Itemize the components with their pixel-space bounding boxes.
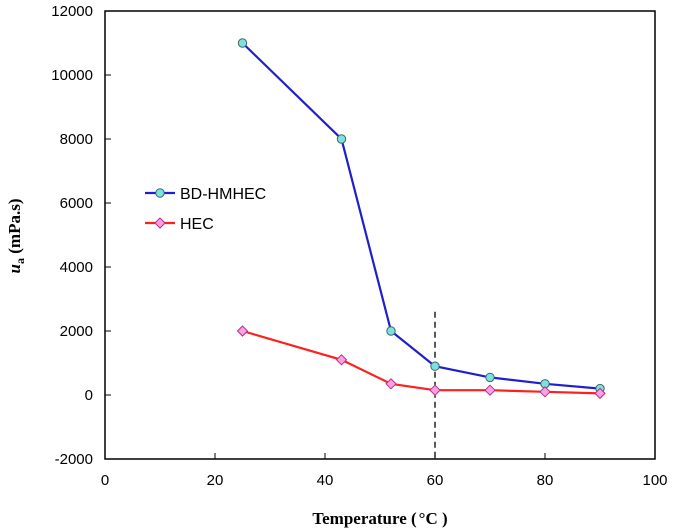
series-hec <box>236 325 606 400</box>
y-tick-label: 4000 <box>60 259 93 276</box>
legend-item: BD-HMHEC <box>145 186 266 203</box>
data-point <box>429 384 441 396</box>
y-tick-label: -2000 <box>55 451 93 468</box>
x-axis-title: Temperature (°C ) <box>312 509 447 528</box>
legend-marker <box>155 188 165 198</box>
x-tick-label: 0 <box>101 472 109 489</box>
y-tick-label: 0 <box>85 387 93 404</box>
data-point <box>539 386 551 398</box>
data-point <box>430 361 440 371</box>
legend-item: HEC <box>145 216 214 233</box>
y-tick-label: 12000 <box>51 3 93 20</box>
x-tick-label: 40 <box>317 472 334 489</box>
x-axis-unit: °C ) <box>419 509 448 528</box>
x-tick-label: 80 <box>537 472 554 489</box>
legend-label: BD-HMHEC <box>180 186 266 203</box>
data-point <box>336 134 347 144</box>
data-point <box>335 354 348 366</box>
legend-label: HEC <box>180 216 214 233</box>
data-point <box>385 378 397 390</box>
data-point <box>236 325 249 337</box>
series-bd-hmhec <box>237 38 605 394</box>
x-tick-label: 20 <box>207 472 224 489</box>
x-tick-label: 100 <box>642 472 667 489</box>
y-axis-subscript: a <box>13 258 27 264</box>
data-point <box>485 372 495 383</box>
data-point <box>237 38 248 48</box>
y-axis-unit: (mPa.s) <box>5 199 24 258</box>
y-tick-label: 2000 <box>60 323 93 340</box>
data-point <box>484 384 496 396</box>
y-tick-label: 10000 <box>51 67 93 84</box>
y-tick-label: 8000 <box>60 131 93 148</box>
legend-marker <box>154 217 166 229</box>
y-tick-label: 6000 <box>60 195 93 212</box>
data-point <box>594 387 606 400</box>
y-axis-title: ua (mPa.s) <box>5 199 27 274</box>
data-point <box>386 326 396 336</box>
x-tick-label: 60 <box>427 472 444 489</box>
